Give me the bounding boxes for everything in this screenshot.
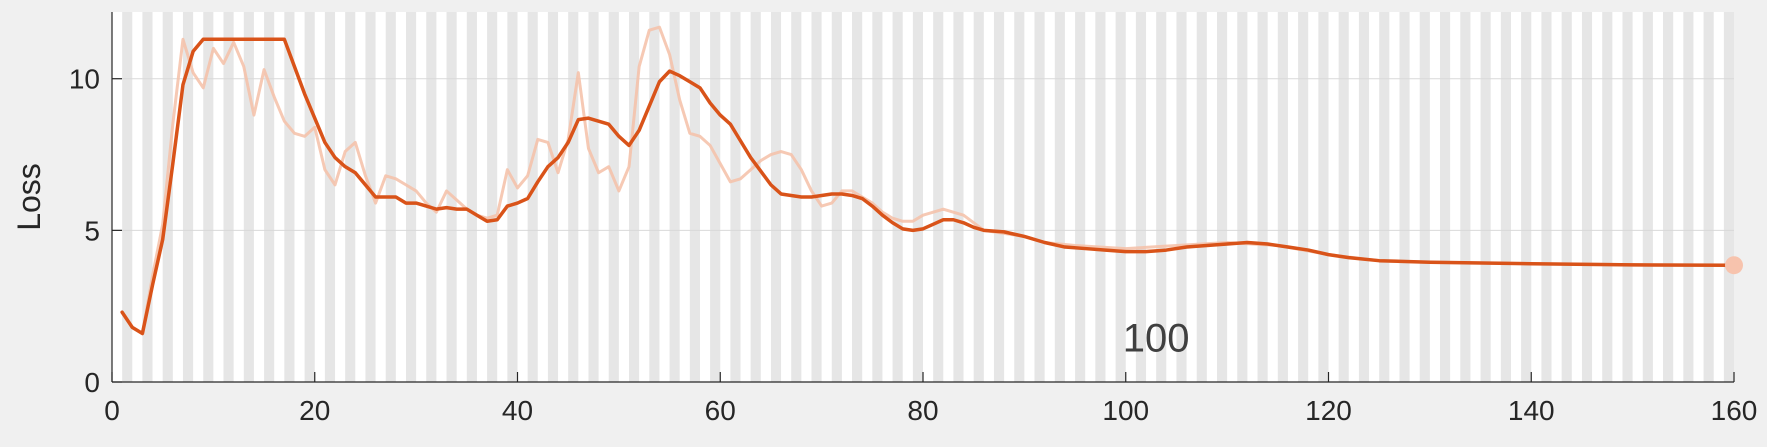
iteration-band <box>1257 12 1268 382</box>
iteration-band <box>1156 12 1167 382</box>
iteration-band <box>1135 12 1147 382</box>
iteration-band <box>203 12 214 382</box>
iteration-band <box>1277 12 1288 382</box>
y-axis-title: Loss <box>11 163 47 231</box>
iteration-band <box>466 12 477 382</box>
iteration-band <box>608 12 619 382</box>
iteration-bands <box>122 12 1734 382</box>
iteration-band <box>1318 12 1329 382</box>
iteration-band <box>1561 12 1572 382</box>
iteration-band <box>1602 12 1613 382</box>
iteration-band <box>993 12 1005 382</box>
iteration-band <box>324 12 336 382</box>
axes: 0 20 40 60 80 100 120 140 160 0 5 10 <box>69 12 1758 426</box>
iteration-band <box>1216 12 1228 382</box>
iteration-band <box>1176 12 1187 382</box>
iteration-band <box>1034 12 1045 382</box>
iteration-band <box>730 12 741 382</box>
x-tick-label: 160 <box>1711 395 1758 426</box>
iteration-band <box>588 12 599 382</box>
x-tick-label: 0 <box>104 395 120 426</box>
iteration-band <box>345 12 356 382</box>
iteration-band <box>568 12 579 382</box>
y-tick-label: 0 <box>84 367 100 398</box>
x-tick-label: 60 <box>705 395 736 426</box>
iteration-band <box>122 12 133 382</box>
iteration-band <box>649 12 660 382</box>
iteration-band <box>1521 12 1532 382</box>
x-tick-label: 100 <box>1102 395 1149 426</box>
iteration-band <box>1075 12 1086 382</box>
iteration-band <box>182 12 194 382</box>
iteration-band <box>770 12 782 382</box>
iteration-band <box>1379 12 1390 382</box>
iteration-band <box>365 12 376 382</box>
iteration-band <box>629 12 640 382</box>
iteration-band <box>1054 12 1065 382</box>
iteration-band <box>1480 12 1491 382</box>
iteration-band <box>1298 12 1309 382</box>
last-point-marker <box>1725 256 1743 275</box>
iteration-band <box>1460 12 1471 382</box>
iteration-band <box>547 12 559 382</box>
y-tick-label: 5 <box>84 215 100 246</box>
iteration-band <box>507 12 518 382</box>
iteration-band <box>304 12 315 382</box>
x-tick-label: 80 <box>907 395 938 426</box>
iteration-band <box>527 12 538 382</box>
iteration-band <box>1723 12 1734 382</box>
iteration-band <box>689 12 700 382</box>
x-tick-label: 120 <box>1305 395 1352 426</box>
iteration-band <box>1440 12 1451 382</box>
iteration-band <box>1399 12 1410 382</box>
iteration-band <box>1703 12 1714 382</box>
iteration-band <box>1500 12 1511 382</box>
iteration-band <box>710 12 721 382</box>
iteration-band <box>1338 12 1349 382</box>
iteration-band <box>487 12 498 382</box>
iteration-band <box>142 12 153 382</box>
raw-series-layer <box>120 25 1736 335</box>
iteration-band <box>1237 12 1248 382</box>
smoothed-loss-line <box>120 37 1736 336</box>
iteration-band <box>284 12 295 382</box>
x-tick-label: 140 <box>1508 395 1555 426</box>
iteration-band <box>892 12 903 382</box>
iteration-band <box>1541 12 1552 382</box>
iteration-band <box>1196 12 1207 382</box>
iteration-band <box>1622 12 1633 382</box>
iteration-band <box>1683 12 1694 382</box>
x-tick-label: 20 <box>299 395 330 426</box>
iteration-band <box>973 12 984 382</box>
iteration-band <box>426 12 437 382</box>
iteration-band <box>243 12 254 382</box>
iteration-band <box>1581 12 1593 382</box>
iteration-band <box>1358 12 1370 382</box>
iteration-band <box>1115 12 1126 382</box>
iteration-band <box>1014 12 1025 382</box>
iteration-band <box>912 12 923 382</box>
y-tick-label: 10 <box>69 64 100 95</box>
iteration-band <box>405 12 417 382</box>
iteration-band <box>872 12 883 382</box>
iteration-band <box>1095 12 1106 382</box>
iteration-band <box>750 12 761 382</box>
x-tick-label: 40 <box>502 395 533 426</box>
iteration-band <box>933 12 944 382</box>
iteration-band <box>669 12 680 382</box>
raw-loss-line <box>120 25 1736 335</box>
iteration-band <box>264 12 275 382</box>
annotation-label: 100 <box>1123 317 1190 361</box>
iteration-band <box>1642 12 1653 382</box>
iteration-band <box>1419 12 1430 382</box>
iteration-band <box>223 12 234 382</box>
smoothed-series-layer <box>120 37 1743 336</box>
iteration-band <box>953 12 964 382</box>
iteration-band <box>1663 12 1674 382</box>
